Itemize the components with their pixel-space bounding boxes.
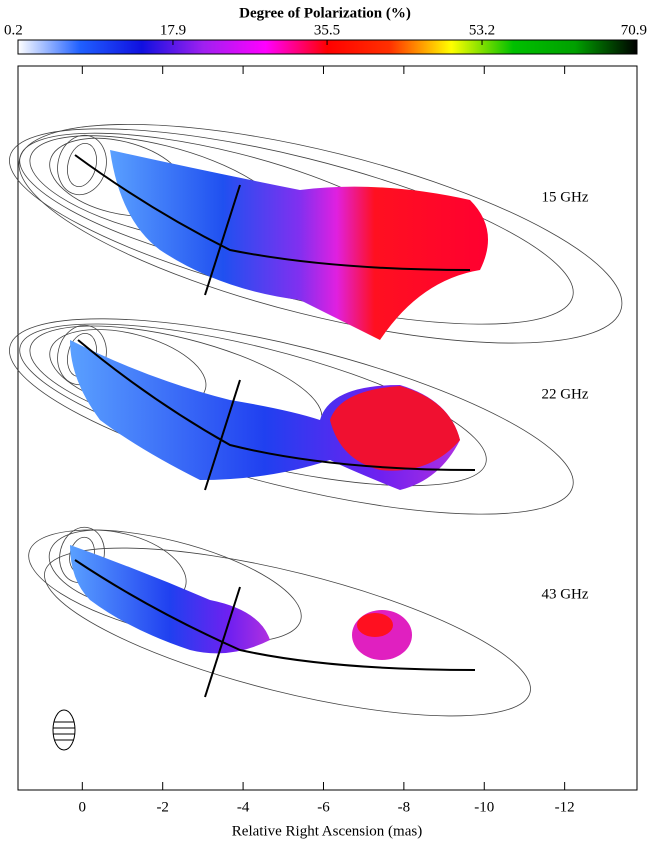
x-tick-label: -6	[317, 799, 330, 815]
polarization-region	[70, 545, 270, 653]
figure: Degree of Polarization (%) 15 GHz 22 GHz	[0, 0, 651, 846]
x-axis-label: Relative Right Ascension (mas)	[232, 823, 422, 839]
panel-22ghz: 22 GHz	[0, 278, 590, 554]
beam	[53, 710, 75, 750]
colorbar-title: Degree of Polarization (%)	[239, 5, 411, 21]
x-tick-label: 0	[79, 799, 87, 815]
panel-label: 22 GHz	[541, 386, 588, 402]
panel-label: 43 GHz	[541, 586, 588, 602]
x-tick-label: -10	[474, 799, 494, 815]
x-tick-label: -8	[398, 799, 411, 815]
panel-15ghz: 15 GHz	[0, 77, 641, 389]
colorbar-tick-label: 17.9	[160, 22, 186, 38]
x-tick-label: -12	[555, 799, 575, 815]
x-tick-label: -4	[237, 799, 250, 815]
colorbar-tick-label: 70.9	[621, 22, 647, 38]
panel-43ghz: 43 GHz	[11, 507, 589, 750]
colorbar-tick-label: 0.2	[4, 22, 23, 38]
colorbar-tick-label: 53.2	[469, 22, 495, 38]
polarization-region	[110, 150, 488, 340]
polarization-region	[357, 613, 393, 637]
colorbar-tick-label: 35.5	[314, 22, 340, 38]
x-tick-label: -2	[156, 799, 169, 815]
panel-label: 15 GHz	[541, 189, 588, 205]
